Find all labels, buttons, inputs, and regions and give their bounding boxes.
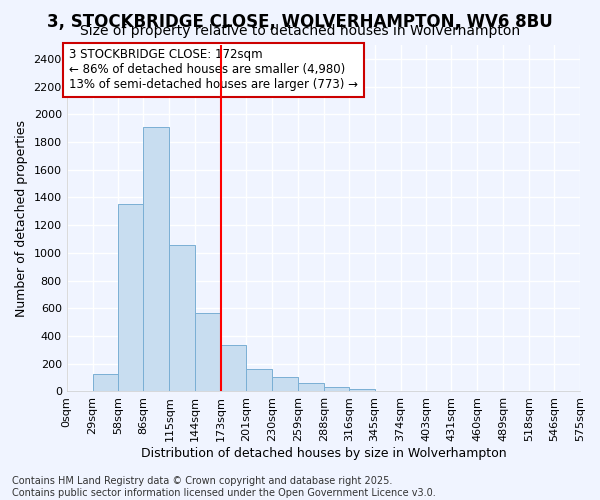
Bar [298, 383, 324, 392]
Bar [118, 204, 143, 392]
Text: Size of property relative to detached houses in Wolverhampton: Size of property relative to detached ho… [80, 24, 520, 38]
X-axis label: Distribution of detached houses by size in Wolverhampton: Distribution of detached houses by size … [140, 447, 506, 460]
Bar [349, 388, 374, 392]
Text: Contains HM Land Registry data © Crown copyright and database right 2025.
Contai: Contains HM Land Registry data © Crown c… [12, 476, 436, 498]
Bar [221, 345, 246, 392]
Bar [169, 246, 195, 392]
Bar [92, 374, 118, 392]
Bar [195, 313, 221, 392]
Text: 3, STOCKBRIDGE CLOSE, WOLVERHAMPTON, WV6 8BU: 3, STOCKBRIDGE CLOSE, WOLVERHAMPTON, WV6… [47, 12, 553, 30]
Bar [272, 377, 298, 392]
Bar [246, 368, 272, 392]
Bar [143, 127, 169, 392]
Bar [374, 391, 401, 392]
Text: 3 STOCKBRIDGE CLOSE: 172sqm
← 86% of detached houses are smaller (4,980)
13% of : 3 STOCKBRIDGE CLOSE: 172sqm ← 86% of det… [69, 48, 358, 92]
Y-axis label: Number of detached properties: Number of detached properties [15, 120, 28, 316]
Bar [324, 388, 349, 392]
